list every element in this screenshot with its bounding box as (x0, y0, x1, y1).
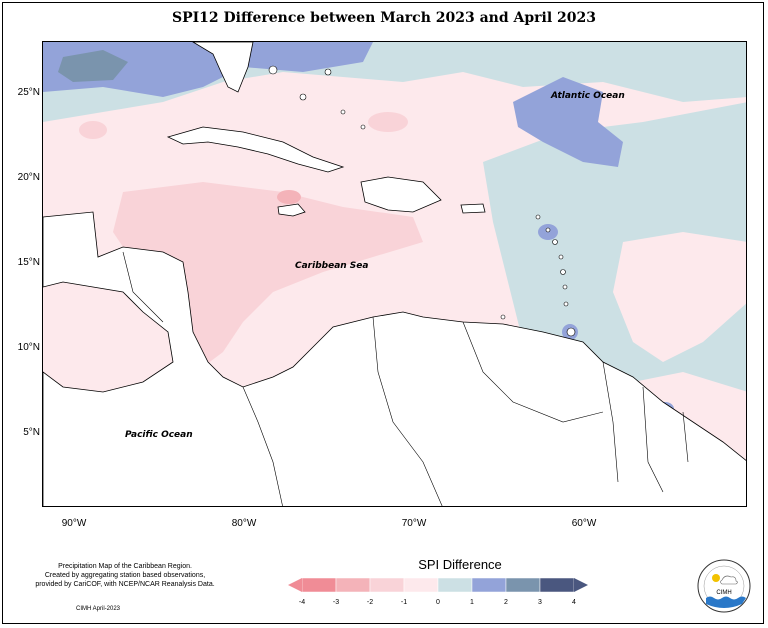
lat-tick: 15°N (17, 257, 40, 268)
spi-zone-pink-gulf (368, 112, 408, 132)
legend-title: SPI Difference (418, 557, 502, 572)
lat-tick: 20°N (17, 172, 40, 183)
pacific-ocean-label: Pacific Ocean (125, 430, 193, 440)
legend-swatch (539, 577, 575, 593)
legend-swatch (335, 577, 371, 593)
legend-tick-label: -2 (367, 599, 373, 606)
spi-zone-pink-cuba (277, 190, 301, 204)
spi-zone-pink-florida (79, 121, 107, 139)
legend-tick-label: 0 (436, 599, 440, 606)
legend-swatch (369, 577, 405, 593)
legend-swatch (403, 577, 439, 593)
land (43, 42, 746, 506)
logo-text: CIMH (716, 590, 731, 596)
note-line: provided by CariCOF, with NCEP/NCAR Rean… (35, 581, 215, 588)
spi-map: Atlantic Ocean Caribbean Sea Pacific Oce… (42, 41, 747, 507)
legend-tick-label: -4 (299, 599, 305, 606)
map-svg: Atlantic Ocean Caribbean Sea Pacific Oce… (43, 42, 746, 506)
legend-tick-label: 1 (470, 599, 474, 606)
lon-tick: 90°W (61, 518, 87, 529)
legend-arrow-left (288, 578, 302, 592)
legend-swatch (505, 577, 541, 593)
legend-ticks: -4 -3 -2 -1 0 1 2 3 4 (299, 599, 576, 606)
puerto-rico-land (460, 203, 486, 214)
florida-land (192, 42, 254, 93)
lesser-antilles (268, 65, 576, 337)
south-america-land (43, 211, 746, 506)
spi-zone-pink-east (613, 232, 746, 362)
lat-tick: 5°N (23, 427, 40, 438)
note-line: Created by aggregating station based obs… (44, 572, 206, 579)
map-title: SPI12 Difference between March 2023 and … (171, 10, 597, 26)
spi-zone-gray-north (58, 50, 128, 82)
caribbean-sea-label: Caribbean Sea (295, 261, 368, 271)
borders (122, 251, 689, 506)
legend-swatch (471, 577, 507, 593)
legend-tick-label: 4 (572, 599, 576, 606)
spi-zone-blue-north (43, 42, 373, 97)
atlantic-ocean-label: Atlantic Ocean (550, 91, 625, 101)
lat-tick: 10°N (17, 342, 40, 353)
sun-icon (712, 574, 720, 582)
legend-swatch (301, 577, 337, 593)
legend-arrow-right (574, 578, 588, 592)
legend-tick-label: 2 (504, 599, 508, 606)
legend-colorbar: -4 -3 -2 -1 0 1 2 3 4 (288, 577, 588, 606)
cuba-land (166, 126, 345, 173)
map-description: Precipitation Map of the Caribbean Regio… (30, 562, 220, 589)
credit-text: CIMH April-2023 (76, 606, 121, 612)
lat-tick: 25°N (17, 87, 40, 98)
lon-tick: 80°W (231, 518, 257, 529)
legend-swatch (437, 577, 473, 593)
legend-tick-label: 3 (538, 599, 542, 606)
legend-tick-label: -3 (333, 599, 339, 606)
wave-icon (706, 596, 746, 608)
hispaniola-land (360, 176, 442, 213)
cimh-logo: CIMH (697, 559, 751, 613)
jamaica-land (277, 203, 306, 217)
note-line: Precipitation Map of the Caribbean Regio… (58, 563, 192, 570)
lon-tick: 70°W (401, 518, 427, 529)
spi-zone-blue-atlantic (513, 77, 623, 167)
legend-tick-label: -1 (401, 599, 407, 606)
cloud-icon (720, 575, 738, 585)
legend-swatches (288, 577, 588, 593)
lon-tick: 60°W (571, 518, 597, 529)
